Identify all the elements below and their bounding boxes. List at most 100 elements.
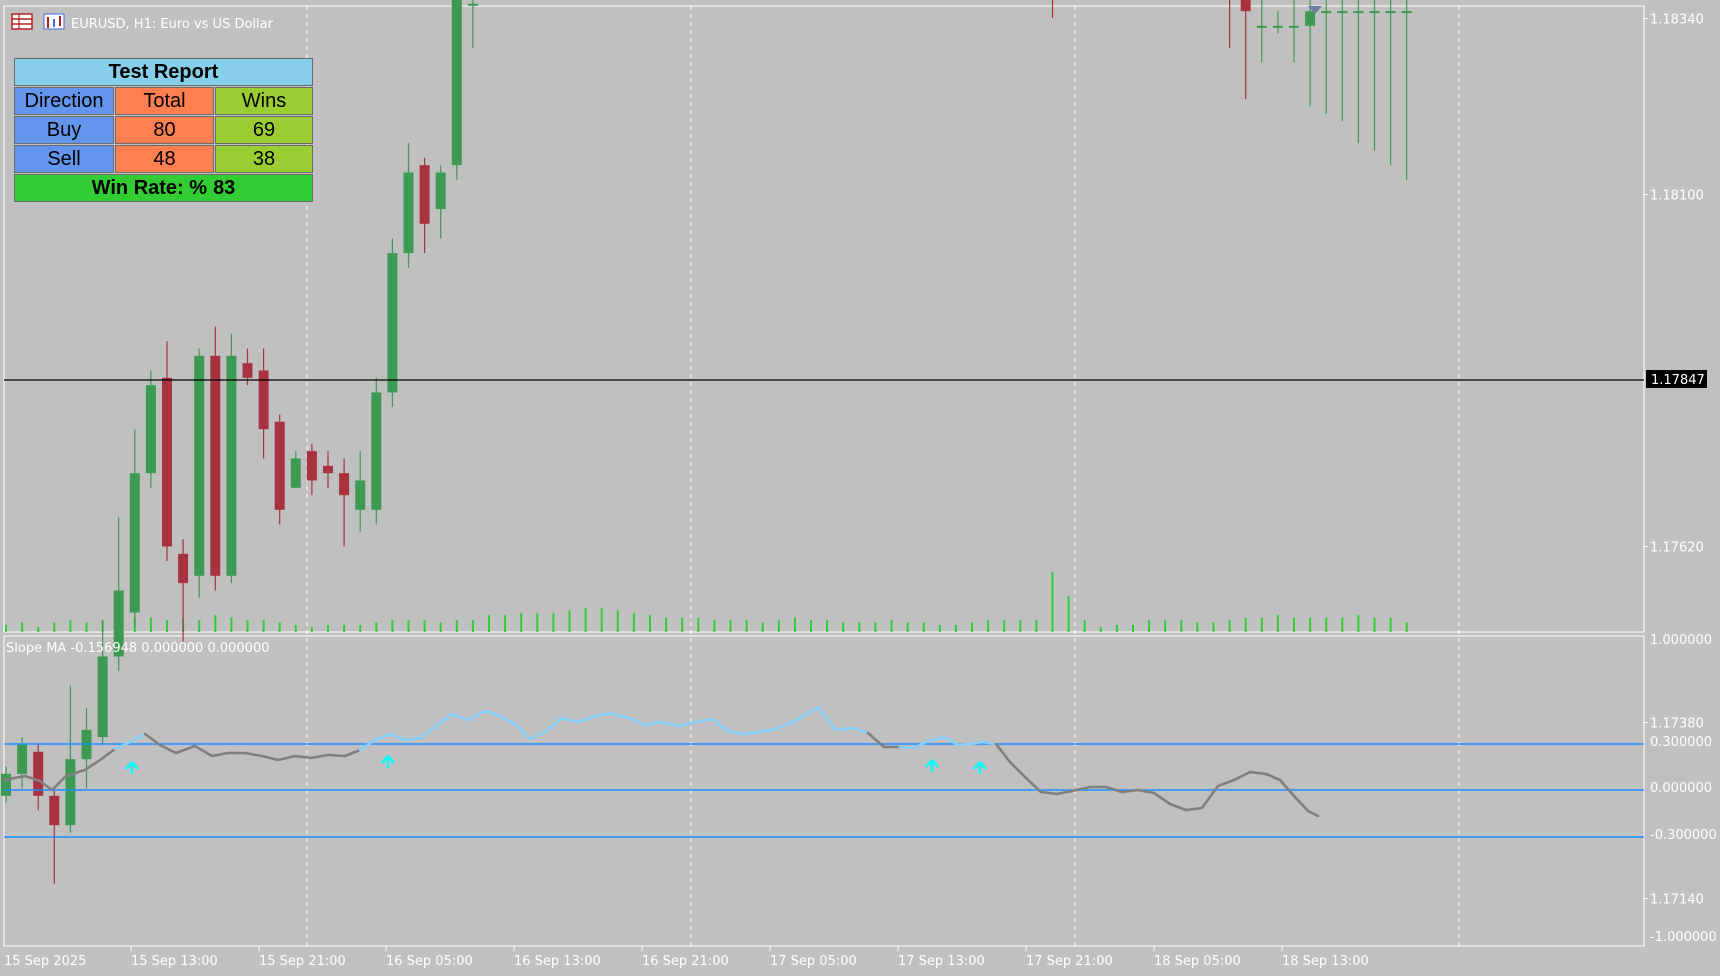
slope-segment xyxy=(942,735,960,747)
candle-body xyxy=(403,172,414,254)
slope-segment xyxy=(593,711,612,718)
slope-segment xyxy=(710,717,730,733)
win-rate-value: 83 xyxy=(213,176,236,199)
slope-segment xyxy=(513,722,532,741)
time-tick-label: 15 Sep 13:00 xyxy=(131,954,218,969)
slope-segment xyxy=(483,709,502,718)
slope-segment xyxy=(466,709,487,722)
slope-segment xyxy=(543,716,564,734)
slope-segment xyxy=(83,758,102,772)
time-tick-label: 18 Sep 05:00 xyxy=(1154,954,1241,969)
win-rate: Win Rate: % 83 xyxy=(14,174,313,202)
candle-body xyxy=(467,3,478,6)
candle-body xyxy=(323,465,333,474)
report-row-sell: Sell 48 38 xyxy=(14,145,314,173)
time-tick-label: 15 Sep 2025 xyxy=(4,954,86,969)
indicator-tick-label: -0.300000 xyxy=(1650,828,1717,843)
candle-body xyxy=(194,355,205,576)
slope-segment xyxy=(726,729,746,736)
buy-total: 80 xyxy=(115,116,214,144)
slope-segment xyxy=(676,720,698,728)
current-price-label: 1.17847 xyxy=(1651,373,1705,388)
slope-segment xyxy=(1168,802,1188,812)
slope-segment xyxy=(980,740,998,746)
slope-segment xyxy=(1306,809,1320,818)
slope-segment xyxy=(113,740,132,751)
buy-arrow-icon xyxy=(125,761,139,774)
slope-segment xyxy=(659,720,680,728)
slope-segment xyxy=(158,743,178,755)
slope-segment xyxy=(608,711,630,720)
signal-arrows xyxy=(125,755,987,774)
indicator-tick-label: 1.000000 xyxy=(1650,633,1712,648)
time-axis: 15 Sep 2025 15 Sep 13:00 15 Sep 21:00 16 Se… xyxy=(4,946,1369,969)
slope-segment xyxy=(1120,788,1140,794)
slope-segment xyxy=(98,747,117,762)
candle-body xyxy=(258,370,269,430)
slope-segment xyxy=(2,774,27,782)
price-tick-label: 1.18340 xyxy=(1650,12,1704,27)
candle-body xyxy=(387,253,398,393)
slope-segment xyxy=(388,732,407,742)
slope-segment xyxy=(912,739,930,750)
slope-segment xyxy=(994,742,1012,764)
slope-segment xyxy=(1152,791,1172,806)
slope-segment xyxy=(64,768,87,778)
candle-body xyxy=(1,773,11,796)
slope-segment xyxy=(1248,770,1268,776)
bar-chart-icon[interactable] xyxy=(43,13,65,30)
report-title: Test Report xyxy=(14,58,313,86)
slope-segment xyxy=(791,710,812,724)
slope-segment xyxy=(1232,770,1252,782)
slope-segment xyxy=(576,714,597,724)
indicator-label: Slope MA -0.156948 0.000000 0.000000 xyxy=(6,641,270,656)
time-tick-label: 16 Sep 21:00 xyxy=(642,954,729,969)
indicator-tick-label: -1.000000 xyxy=(1650,930,1717,945)
time-tick-label: 18 Sep 13:00 xyxy=(1282,954,1369,969)
slope-segment xyxy=(260,754,280,762)
slope-segment xyxy=(498,714,517,726)
slope-segment xyxy=(1278,778,1296,798)
time-tick-label: 15 Sep 21:00 xyxy=(259,954,346,969)
slope-segment xyxy=(1200,784,1220,810)
candle-body xyxy=(65,759,76,826)
slope-segment xyxy=(1184,806,1204,812)
price-axis: 1.190601.188201.185801.183401.181001.176… xyxy=(1644,12,1704,907)
slope-segment xyxy=(143,732,162,747)
sell-wins: 38 xyxy=(215,145,313,173)
candle-body xyxy=(355,480,366,510)
slope-segment xyxy=(643,720,663,727)
slope-segment xyxy=(816,705,838,732)
time-tick-label: 16 Sep 05:00 xyxy=(386,954,473,969)
slope-segment xyxy=(343,748,362,758)
slope-segment xyxy=(742,730,762,736)
slope-segment xyxy=(38,779,54,792)
candle-body xyxy=(49,795,60,826)
buy-wins: 69 xyxy=(215,116,313,144)
slope-segment xyxy=(626,716,647,727)
candle-body xyxy=(435,172,446,210)
candle-body xyxy=(33,751,44,796)
slope-segment xyxy=(243,751,264,758)
buy-arrow-icon xyxy=(973,761,987,774)
slope-segment xyxy=(450,712,470,722)
slope-segment xyxy=(276,754,297,762)
slope-segment xyxy=(373,732,392,742)
sell-direction: Sell xyxy=(14,145,114,173)
candle-body xyxy=(1272,25,1283,28)
candle-body xyxy=(113,590,124,657)
report-row-buy: Buy 80 69 xyxy=(14,116,314,144)
candle-body xyxy=(242,363,253,378)
slope-segment xyxy=(1070,785,1092,793)
slope-segment xyxy=(808,705,820,714)
slope-segment xyxy=(309,753,330,760)
shift-marker-icon[interactable] xyxy=(1308,6,1322,14)
slope-segment xyxy=(293,754,313,760)
candle-body xyxy=(1401,11,1412,14)
slope-segment xyxy=(926,735,946,743)
slope-segment xyxy=(358,738,377,752)
slope-segment xyxy=(1136,788,1156,795)
slope-segment xyxy=(403,736,422,742)
table-icon[interactable] xyxy=(11,13,33,30)
chart-title: EURUSD, H1: Euro vs US Dollar xyxy=(71,17,274,32)
